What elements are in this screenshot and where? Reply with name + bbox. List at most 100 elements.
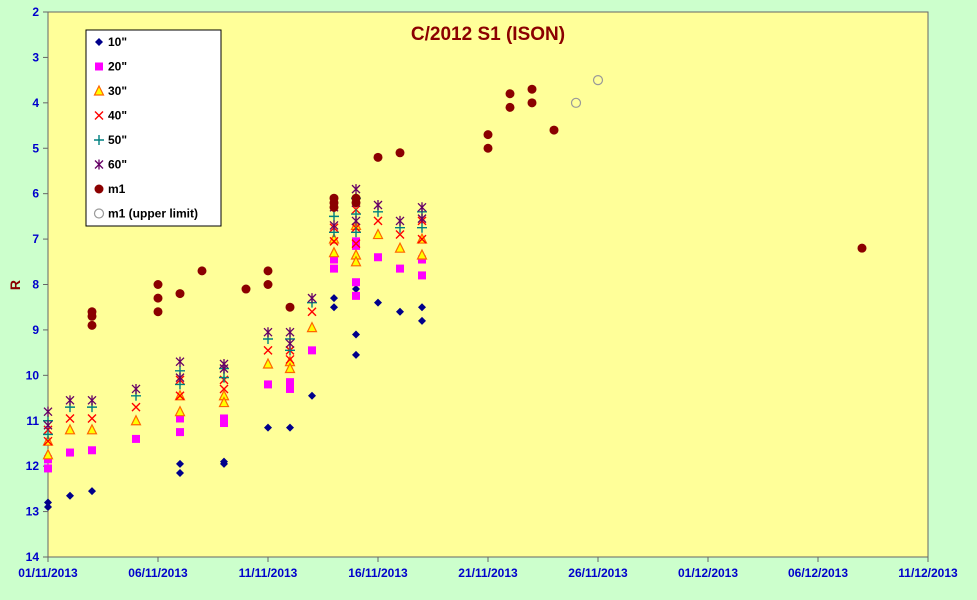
data-point [372, 228, 384, 240]
data-point [570, 97, 582, 108]
data-point [396, 264, 404, 273]
data-point [43, 406, 53, 417]
legend-marker [94, 135, 104, 145]
data-point [219, 363, 229, 374]
legend-label: 10" [108, 35, 127, 49]
data-point [88, 487, 96, 496]
data-point [286, 384, 294, 393]
data-point [264, 423, 272, 432]
data-point [285, 354, 295, 364]
data-point [418, 303, 426, 312]
data-point [351, 227, 361, 238]
data-point [286, 378, 294, 387]
data-point [87, 320, 97, 330]
data-point [417, 213, 427, 224]
data-point [373, 200, 383, 211]
data-point [373, 152, 383, 162]
data-point [351, 239, 361, 249]
data-point [395, 230, 405, 240]
data-point [263, 345, 273, 355]
data-point [352, 241, 360, 250]
series-0 [44, 285, 426, 512]
data-point [505, 102, 515, 112]
x-tick-label: 16/11/2013 [348, 566, 408, 580]
data-point [592, 75, 604, 86]
data-point [418, 271, 426, 280]
data-point [263, 327, 273, 338]
legend-marker [93, 84, 105, 96]
y-tick-label: 7 [32, 232, 39, 246]
data-point [330, 255, 338, 264]
y-tick-label: 6 [32, 187, 39, 201]
data-point [153, 280, 163, 289]
data-point [65, 413, 75, 423]
data-point [329, 202, 339, 212]
x-axis: 01/11/2013 06/11/2013 11/11/2013 16/11/2013… [18, 556, 958, 580]
data-point [374, 253, 382, 262]
data-point [396, 307, 404, 316]
data-point [527, 98, 537, 108]
data-point [87, 413, 97, 423]
y-tick-label: 4 [32, 96, 39, 110]
data-point [153, 307, 163, 317]
legend-marker [94, 111, 104, 120]
data-point [131, 402, 141, 412]
legend-marker [94, 159, 104, 170]
data-point [286, 423, 294, 432]
y-tick-label: 10 [26, 368, 40, 382]
legend-label: 30" [108, 84, 127, 98]
data-point [218, 396, 230, 408]
legend-label: 50" [108, 133, 127, 147]
data-point [66, 491, 74, 500]
data-point [263, 280, 273, 289]
data-point [351, 184, 361, 195]
data-point [418, 316, 426, 325]
y-tick-label: 14 [26, 550, 40, 564]
legend-marker [95, 38, 103, 46]
legend-marker [95, 62, 103, 71]
data-point [42, 448, 54, 460]
data-point [263, 266, 273, 276]
data-point [175, 356, 185, 367]
legend: 10" 20" 30" 40" 50" 60" m1 m1 (upper limit) [85, 29, 222, 227]
data-point [174, 405, 186, 417]
data-point [176, 468, 184, 477]
y-tick-label: 3 [32, 50, 39, 64]
x-tick-label: 06/11/2013 [128, 566, 188, 580]
y-axis-label: R [7, 280, 23, 290]
y-tick-label: 12 [26, 459, 40, 473]
data-point [285, 338, 295, 349]
legend-label: 40" [108, 109, 127, 123]
data-point [330, 303, 338, 312]
data-point [175, 289, 185, 299]
series-3 [43, 205, 427, 446]
data-point [352, 291, 360, 300]
data-point [505, 89, 515, 99]
data-point [373, 216, 383, 226]
data-point [417, 222, 427, 233]
data-point [549, 125, 559, 135]
data-point [87, 395, 97, 406]
data-point [44, 464, 52, 473]
data-point [395, 148, 405, 158]
data-point [330, 264, 338, 273]
data-point [43, 420, 53, 431]
data-point [285, 302, 295, 312]
data-point [153, 293, 163, 303]
series-7 [570, 75, 604, 108]
data-point [197, 266, 207, 276]
data-point [329, 220, 339, 231]
data-point [65, 395, 75, 406]
data-point [527, 84, 537, 94]
y-tick-label: 13 [26, 505, 40, 519]
data-point [417, 202, 427, 213]
data-point [416, 248, 428, 260]
data-point [285, 327, 295, 338]
x-tick-label: 06/12/2013 [788, 566, 848, 580]
legend-marker [93, 208, 105, 219]
legend-label: 60" [108, 158, 127, 172]
data-point [352, 285, 360, 294]
data-point [284, 362, 296, 374]
y-tick-label: 9 [32, 323, 39, 337]
data-point [64, 423, 76, 435]
